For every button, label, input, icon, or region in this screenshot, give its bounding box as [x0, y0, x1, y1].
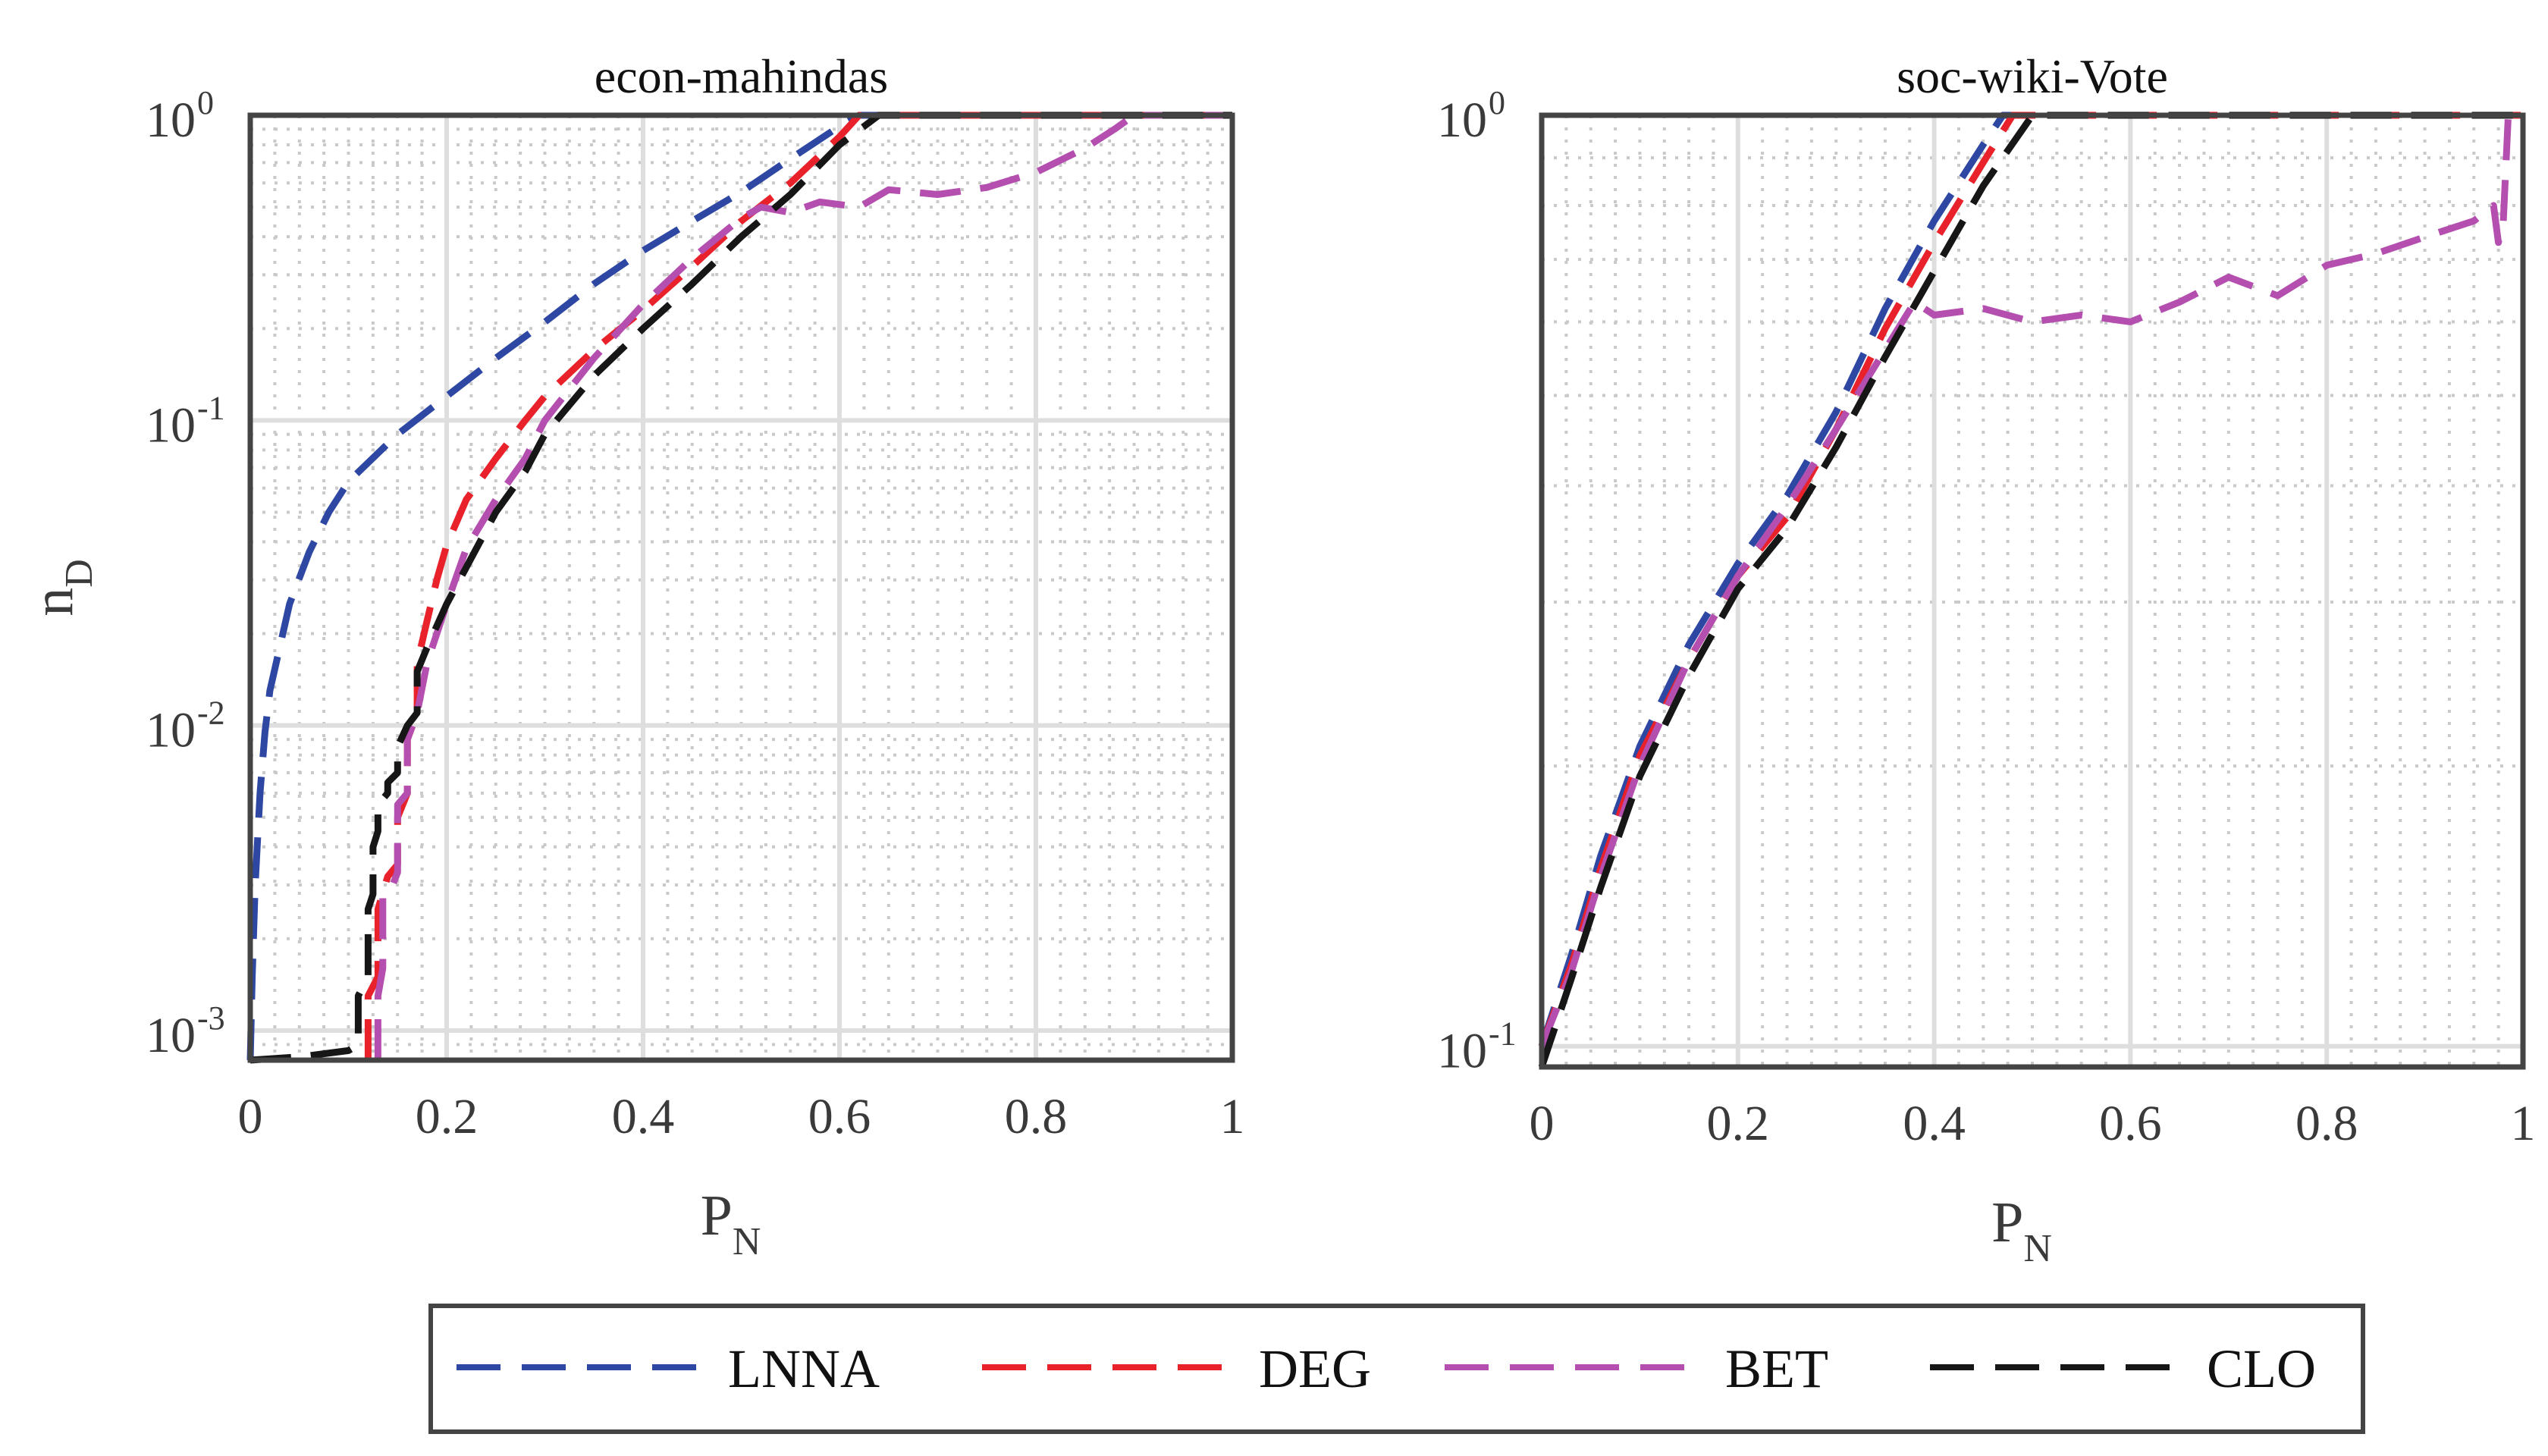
legend-entry-clo: CLO [1930, 1338, 2316, 1399]
chart-title: econ-mahindas [595, 49, 888, 103]
series-line-lnna [1538, 111, 2523, 1048]
y-axis-label: nD [21, 559, 101, 617]
x-axis-label-main: P [1991, 1191, 2023, 1254]
y-tick-exponent: -3 [197, 999, 225, 1037]
series-group [246, 111, 1232, 1064]
x-tick-label: 0 [1530, 1096, 1555, 1151]
y-tick-exponent: -1 [1489, 1015, 1517, 1053]
x-tick-label: 0.8 [2295, 1096, 2358, 1151]
x-axis-label-main: P [701, 1184, 733, 1247]
y-axis-label-main: n [21, 588, 85, 617]
y-tick-exponent: 0 [197, 84, 214, 121]
series-line-clo [1538, 111, 2523, 1068]
x-axis-label-subscript: N [733, 1220, 761, 1263]
x-tick-label: 0.2 [1707, 1096, 1770, 1151]
series-line-bet [374, 111, 1232, 1060]
legend-label-clo: CLO [2207, 1338, 2316, 1399]
series-line-deg [364, 111, 1232, 1060]
x-tick-label: 0.6 [808, 1089, 871, 1144]
legend-label-lnna: LNNA [728, 1338, 880, 1399]
x-tick-label: 1 [2511, 1096, 2536, 1151]
y-tick-label: 10 [146, 397, 196, 453]
plot-frame [247, 112, 1235, 1063]
legend-entry-bet: BET [1445, 1338, 1828, 1399]
y-tick-label: 10 [1437, 1024, 1487, 1079]
x-axis-label-subscript: N [2023, 1227, 2052, 1270]
x-tick-label: 0.2 [416, 1089, 479, 1144]
series-line-clo [249, 111, 1232, 1064]
chart-title: soc-wiki-Vote [1897, 49, 2168, 103]
x-axis-label: PN [1991, 1191, 2052, 1270]
y-tick-label: 10 [1437, 93, 1487, 148]
x-tick-label: 0 [238, 1089, 263, 1144]
legend-label-deg: DEG [1259, 1338, 1371, 1399]
legend-box [428, 1304, 2365, 1434]
series-line-bet [1538, 111, 2523, 1048]
plot-frame [1539, 112, 2526, 1070]
series-group [1538, 111, 2523, 1068]
x-tick-label: 0.6 [2099, 1096, 2162, 1151]
legend-entry-lnna: LNNA [457, 1338, 880, 1399]
y-tick-label: 10 [146, 1008, 196, 1063]
series-line-lnna [246, 111, 1232, 1061]
legend: LNNA DEG BET CLO [428, 1304, 2365, 1434]
legend-label-bet: BET [1725, 1338, 1828, 1399]
y-tick-exponent: 0 [1489, 84, 1505, 121]
x-tick-label: 0.4 [1903, 1096, 1966, 1151]
x-tick-label: 1 [1220, 1089, 1245, 1144]
legend-entry-deg: DEG [982, 1338, 1371, 1399]
x-axis-label: PN [701, 1184, 761, 1263]
y-tick-label: 10 [146, 93, 196, 148]
y-tick-exponent: -2 [197, 695, 225, 732]
y-tick-label: 10 [146, 703, 196, 758]
x-tick-label: 0.4 [612, 1089, 675, 1144]
y-tick-exponent: -1 [197, 389, 225, 426]
y-axis-label-subscript: D [58, 559, 101, 588]
x-tick-label: 0.8 [1005, 1089, 1068, 1144]
